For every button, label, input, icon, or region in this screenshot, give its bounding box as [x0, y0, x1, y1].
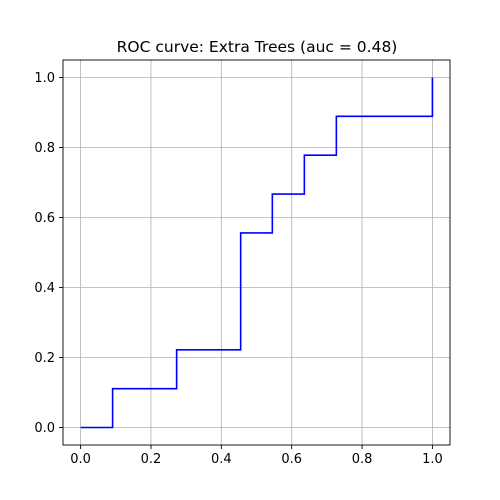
- y-tick-label: 0.4: [34, 281, 55, 296]
- chart-title: ROC curve: Extra Trees (auc = 0.48): [117, 38, 398, 56]
- x-tick-label: 0.4: [211, 452, 232, 467]
- x-tick-label: 0.2: [141, 452, 162, 467]
- y-tick-label: 0.0: [34, 421, 55, 436]
- y-tick-label: 0.2: [34, 351, 55, 366]
- y-tick-label: 0.8: [34, 141, 55, 156]
- x-tick-label: 0.6: [281, 452, 302, 467]
- plot-frame: [62, 59, 451, 446]
- y-tick-label: 0.6: [34, 211, 55, 226]
- axes: [62, 59, 451, 446]
- x-tick-label: 1.0: [422, 452, 443, 467]
- roc-curve-line: [80, 77, 434, 429]
- grid: [63, 60, 450, 445]
- ticks: 0.0 0.2 0.4 0.6 0.8 1.0 0.0 0.2 0.4 0.6 0.8 1.0: [34, 71, 442, 467]
- series-layer: [80, 77, 434, 429]
- x-tick-label: 0.8: [352, 452, 373, 467]
- x-tick-label: 0.0: [70, 452, 91, 467]
- y-tick-label: 1.0: [34, 71, 55, 86]
